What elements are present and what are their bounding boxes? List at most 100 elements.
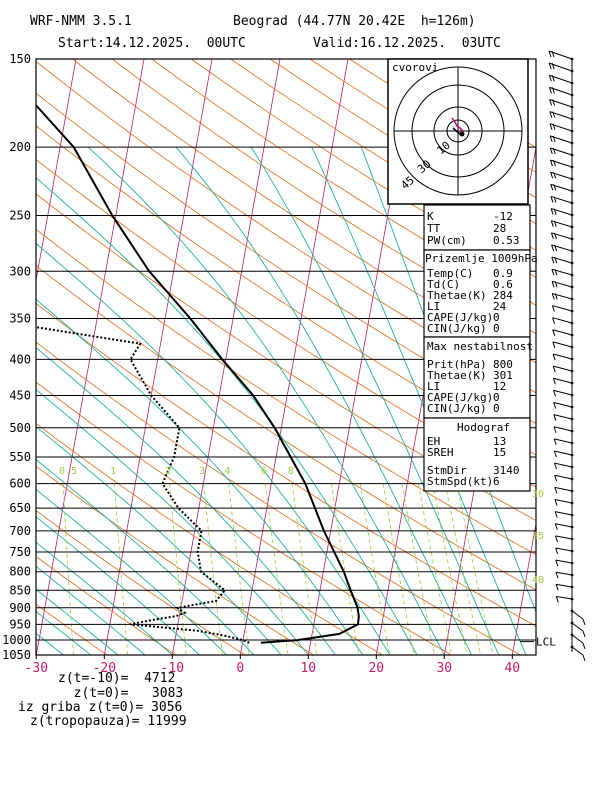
wind-barb-shaft: [555, 535, 573, 540]
wind-barb-shaft: [555, 523, 573, 528]
hodograph-title: cvorovi: [392, 61, 438, 74]
mixing-ratio-line: [203, 483, 223, 655]
wind-barb-flag: [555, 572, 559, 579]
mixing-ratio-label: 1: [110, 466, 116, 477]
wind-barb-flag: [553, 220, 557, 227]
wind-barb-flag: [550, 196, 554, 203]
pressure-tick-label: 700: [9, 524, 31, 538]
isotherm-line: [239, 59, 349, 655]
wind-barb-flag: [549, 135, 553, 143]
wind-barb-flag: [551, 281, 555, 288]
wind-barb-shaft: [552, 317, 573, 324]
wind-barb-flag: [551, 269, 555, 276]
wind-barb-flag: [553, 390, 557, 397]
wind-barb-flag: [552, 353, 556, 361]
wind-barb-flag: [554, 256, 558, 264]
wind-barb-flag: [551, 305, 555, 312]
wind-barb-shaft: [554, 474, 573, 480]
temperature-profile-line: [36, 103, 360, 644]
moist-adiabat-line: [36, 588, 119, 655]
wind-barb-shaft: [554, 486, 573, 492]
moist-adiabat-line: [36, 541, 173, 655]
wind-barb-flag: [553, 196, 557, 203]
mixing-ratio-line: [169, 483, 187, 655]
moist-adiabat-line: [36, 242, 391, 655]
mixing-ratio-label: 8: [288, 466, 294, 477]
isotherm-line: [103, 59, 213, 655]
wind-barb-flag: [582, 654, 586, 662]
wind-barb-shaft: [552, 329, 573, 336]
wind-barb-shaft: [556, 583, 573, 588]
mixing-ratio-line: [291, 483, 318, 655]
pressure-tick-label: 650: [9, 501, 31, 515]
wind-barb-flag: [548, 50, 552, 58]
pressure-tick-label: 1000: [2, 633, 31, 647]
wind-barb-shaft: [556, 595, 573, 600]
wind-barb-flag: [550, 172, 554, 179]
moist-adiabat-line: [36, 347, 336, 655]
mixing-ratio-line: [432, 483, 468, 655]
moist-adiabat-line: [36, 425, 282, 655]
moist-adiabat-line: [36, 298, 364, 655]
wind-barb-shaft: [553, 426, 573, 432]
wind-barb-flag: [552, 159, 556, 167]
wind-barb-flag: [549, 123, 553, 130]
wind-barb-flag: [551, 256, 555, 264]
wind-barb-flag: [552, 123, 556, 130]
wind-barb-flag: [553, 232, 557, 239]
dry-adiabat-line: [36, 422, 383, 655]
pressure-tick-label: 450: [9, 388, 31, 402]
isotherm-edge-label: 30: [532, 489, 544, 500]
pressure-tick-label: 750: [9, 545, 31, 559]
mixing-ratio-line: [62, 483, 74, 655]
header-model: WRF-NMM 3.5.1: [30, 14, 132, 29]
wind-barb-shaft: [555, 571, 573, 576]
wind-barb-flag: [551, 62, 555, 70]
wind-barb-flag: [555, 584, 559, 591]
wind-barb-shaft: [554, 499, 573, 504]
wind-barb-flag: [553, 172, 557, 179]
wind-barb-flag: [552, 365, 556, 373]
moist-adiabat-line: [175, 146, 472, 655]
dry-adiabat-line: [36, 510, 245, 655]
wind-barb-shaft: [553, 414, 573, 420]
wind-barb-flag: [550, 208, 554, 215]
wind-barb-flag: [553, 426, 557, 433]
wind-barb-shaft: [554, 438, 573, 444]
wind-barb-shaft: [555, 511, 573, 516]
wind-barb-flag: [550, 220, 554, 227]
isotherm-line: [580, 59, 600, 655]
temperature-tick-label: -10: [161, 661, 184, 676]
wind-barb-flag: [549, 99, 553, 106]
mixing-ratio-label: 6: [261, 466, 267, 477]
temperature-tick-label: 20: [368, 661, 384, 676]
mixing-ratio-line: [445, 483, 482, 655]
temperature-tick-label: 40: [504, 661, 520, 676]
footer-z-t0-grib: iz griba z(t=0)= 3056: [18, 700, 183, 715]
mixing-ratio-line: [401, 483, 435, 655]
wind-barb-flag: [554, 269, 558, 276]
wind-barb-flag: [550, 232, 554, 239]
pressure-tick-label: 350: [9, 312, 31, 326]
mixing-ratio-line: [228, 483, 250, 655]
pressure-tick-label: 500: [9, 421, 31, 435]
wind-barb-flag: [555, 535, 558, 543]
mixing-ratio-line: [456, 483, 494, 655]
wind-barb-flag: [555, 596, 559, 603]
wind-barb-flag: [549, 111, 553, 118]
moist-adiabat-line: [36, 458, 255, 655]
wind-barb-shaft: [552, 341, 573, 348]
header-valid: Valid:16.12.2025. 03UTC: [313, 36, 501, 51]
wind-barb-flag: [554, 244, 558, 252]
wind-barb-shaft: [571, 622, 584, 632]
wind-barb-shaft: [554, 450, 573, 456]
moist-adiabat-line: [36, 516, 200, 655]
moist-adiabat-line: [36, 177, 418, 655]
pressure-tick-label: 150: [9, 52, 31, 66]
wind-barb-shaft: [553, 389, 573, 396]
wind-barb-flag: [548, 62, 552, 70]
wind-barb-flag: [553, 184, 557, 191]
wind-barb-flag: [552, 99, 556, 106]
temperature-tick-label: -30: [25, 661, 48, 676]
mixing-ratio-line: [382, 483, 415, 655]
